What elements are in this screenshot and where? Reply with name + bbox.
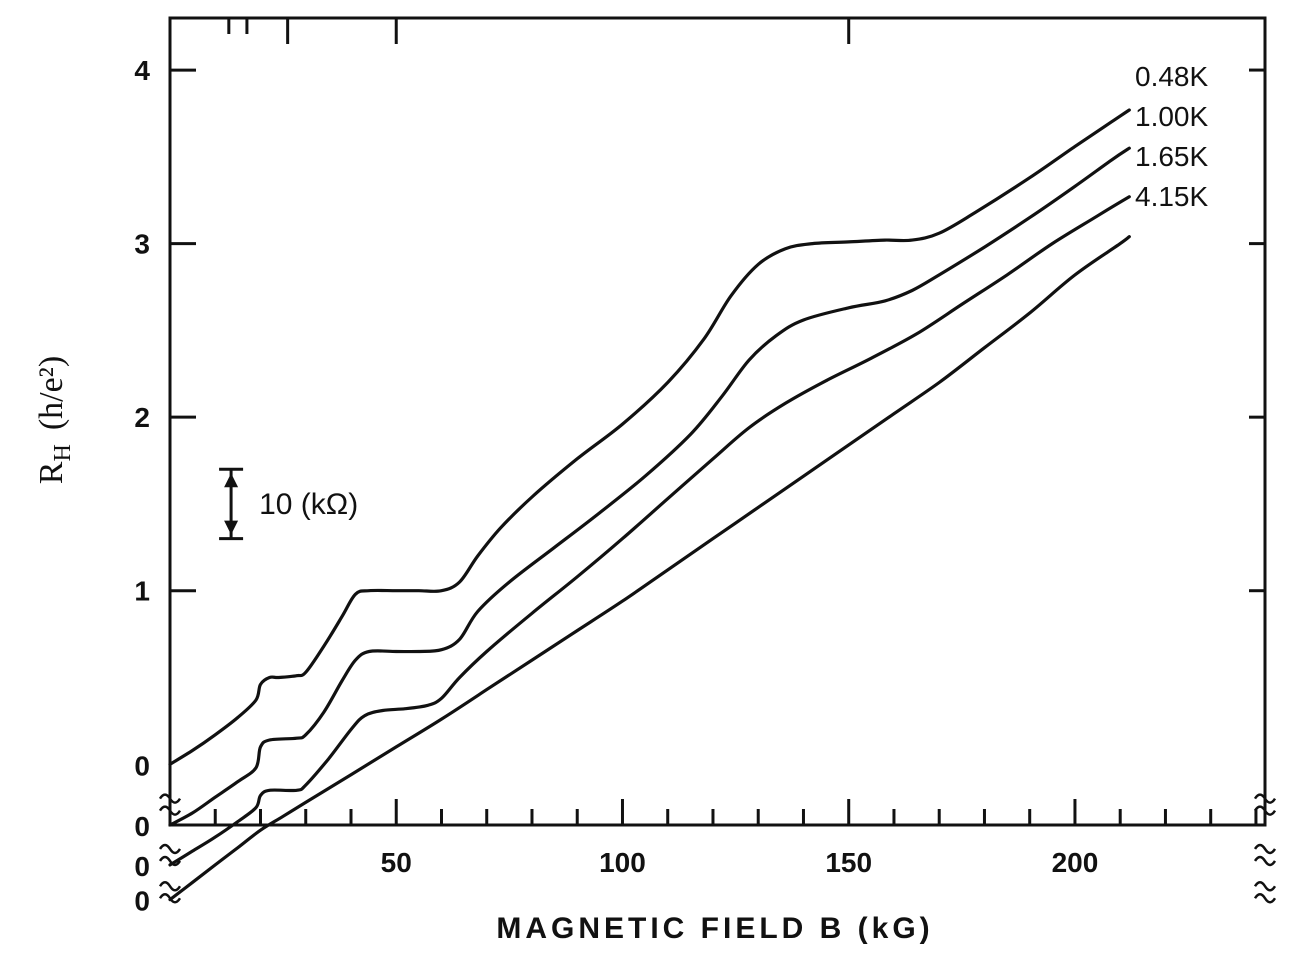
break-stroke <box>1253 793 1277 804</box>
series-line-1.00K <box>168 146 1131 827</box>
series-label: 0.48K <box>1135 61 1208 92</box>
series-label: 4.15K <box>1135 181 1208 212</box>
y-axis-title-main: R <box>33 461 70 484</box>
break-stroke <box>158 881 182 892</box>
y-axis-title-unit: (h/e²) <box>33 356 70 430</box>
break-stroke <box>1253 881 1277 892</box>
series-label: 1.65K <box>1135 141 1208 172</box>
series-label: 1.00K <box>1135 101 1208 132</box>
x-tick-label: 150 <box>825 847 872 878</box>
x-tick-label: 200 <box>1052 847 1099 878</box>
axis-break-right <box>1253 843 1277 867</box>
break-stroke <box>158 793 182 804</box>
scale-bar-label: 10 (kΩ) <box>259 488 358 521</box>
break-stroke <box>1253 843 1277 855</box>
series-line-0.48K <box>168 108 1131 766</box>
zero-label: 0 <box>134 851 150 882</box>
zero-label: 0 <box>134 750 150 781</box>
break-stroke <box>158 855 182 867</box>
axis-ticks <box>158 18 1277 904</box>
series-line-4.15K <box>168 235 1131 902</box>
axis-break-left <box>158 793 182 816</box>
series-lines <box>168 108 1131 902</box>
plot-frame <box>168 16 1267 827</box>
axis-break-right <box>1253 881 1277 904</box>
x-tick-label: 100 <box>599 847 646 878</box>
x-axis-title: MAGNETIC FIELD B (kG) <box>496 912 933 945</box>
y-tick-label: 4 <box>134 55 150 86</box>
y-axis-title-sub: H <box>50 444 76 461</box>
break-stroke <box>1253 805 1277 816</box>
zero-label: 0 <box>134 886 150 917</box>
scale-bar-arrow-up <box>224 473 239 488</box>
plot-border <box>168 16 1267 827</box>
labels: 50 100 150 200 1 2 3 4 0 0 0 0 0.48K 1.00K 1.65K 4.15K 1… <box>134 55 1208 917</box>
y-tick-label: 3 <box>134 229 150 260</box>
axis-break-right <box>1253 793 1277 816</box>
break-stroke <box>158 843 182 855</box>
break-stroke <box>1253 893 1277 904</box>
x-tick-label: 50 <box>381 847 412 878</box>
scale-bar-arrow-down <box>224 520 239 535</box>
axis-break-left <box>158 843 182 867</box>
scale-bar: 10 (kΩ) <box>219 467 358 541</box>
break-stroke <box>158 805 182 816</box>
zero-label: 0 <box>134 811 150 842</box>
y-tick-label: 1 <box>134 576 150 607</box>
y-axis-title: RH (h/e²) <box>33 356 76 484</box>
series-line-1.65K <box>168 195 1131 867</box>
y-tick-label: 2 <box>134 402 150 433</box>
break-stroke <box>1253 855 1277 867</box>
